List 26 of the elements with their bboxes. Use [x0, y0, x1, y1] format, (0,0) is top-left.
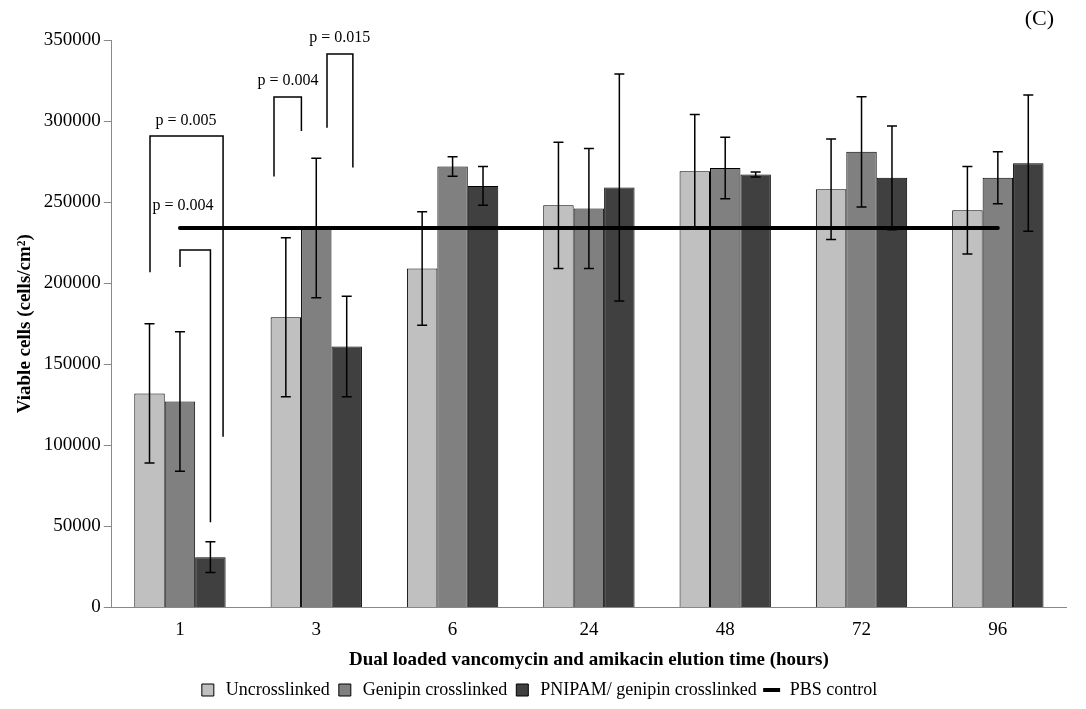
x-tick-label: 48 — [715, 617, 735, 639]
legend-label: Genipin crosslinked — [362, 678, 508, 699]
y-axis-title: Viable cells (cells/cm²) — [13, 234, 36, 414]
legend-label: Uncrosslinked — [225, 678, 330, 699]
annotation: p = 0.004 — [152, 196, 214, 215]
y-tick-label: 100000 — [43, 433, 101, 455]
y-tick-label: 150000 — [43, 352, 101, 374]
annotation: p = 0.005 — [155, 110, 217, 129]
x-tick-label: 24 — [579, 617, 599, 639]
legend-label: PNIPAM/ genipin crosslinked — [540, 678, 757, 699]
x-axis-title: Dual loaded vancomycin and amikacin elution time (hours) — [349, 647, 829, 670]
y-tick-label: 350000 — [43, 27, 101, 49]
x-tick-label: 72 — [852, 617, 872, 639]
y-tick-label: 0 — [91, 595, 101, 617]
x-tick-label: 96 — [988, 617, 1008, 639]
y-tick-label: 250000 — [43, 190, 101, 212]
y-tick-label: 50000 — [53, 514, 101, 536]
x-tick-label: 3 — [311, 617, 322, 639]
annotation: p = 0.015 — [309, 28, 371, 47]
x-tick-label: 6 — [447, 617, 458, 639]
y-tick-label: 200000 — [43, 271, 101, 293]
legend-label: PBS control — [789, 678, 878, 699]
annotation: p = 0.004 — [257, 70, 319, 89]
text: (C) — [1024, 4, 1054, 30]
x-tick-label: 1 — [175, 617, 185, 639]
y-tick-label: 300000 — [43, 109, 101, 131]
